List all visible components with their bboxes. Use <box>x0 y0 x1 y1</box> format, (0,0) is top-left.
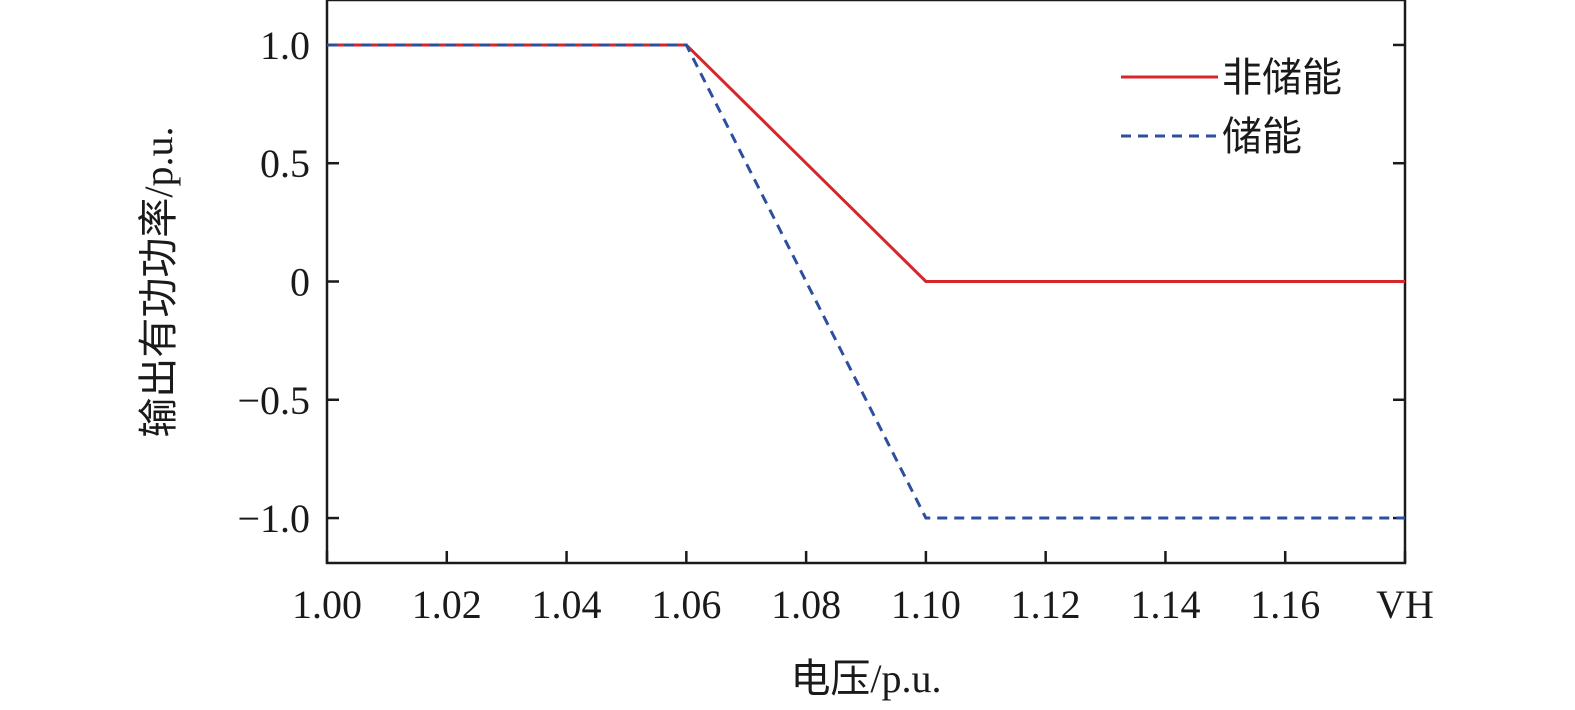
y-tick-label: 1.0 <box>260 23 310 68</box>
x-tick-label: 1.16 <box>1250 582 1320 627</box>
y-tick-label: −0.5 <box>237 378 310 423</box>
legend-label-2: 储能 <box>1222 114 1302 159</box>
x-axis-title: 电压/p.u. <box>790 656 941 701</box>
x-tick-label: 1.10 <box>891 582 961 627</box>
x-tick-label: 1.14 <box>1130 582 1200 627</box>
series-layer <box>327 43 1405 520</box>
x-tick-label: VH <box>1376 582 1434 627</box>
x-tick-label: 1.12 <box>1011 582 1081 627</box>
series-line-2 <box>327 43 1405 520</box>
y-tick-label: 0.5 <box>260 141 310 186</box>
x-tick-label: 1.06 <box>651 582 721 627</box>
y-tick-label: 0 <box>290 260 310 305</box>
x-tick-label: 1.04 <box>532 582 602 627</box>
x-tick-label: 1.02 <box>412 582 482 627</box>
y-axis-title: 输出有功功率/p.u. <box>136 126 181 437</box>
y-tick-label: −1.0 <box>237 496 310 541</box>
x-tick-label: 1.08 <box>771 582 841 627</box>
legend-label-1: 非储能 <box>1222 55 1342 100</box>
axis-ticks: 1.00 1.02 1.04 1.06 1.08 1.10 1.12 1.14 1.16 VH1.… <box>237 23 1433 627</box>
x-tick-label: 1.00 <box>292 582 362 627</box>
